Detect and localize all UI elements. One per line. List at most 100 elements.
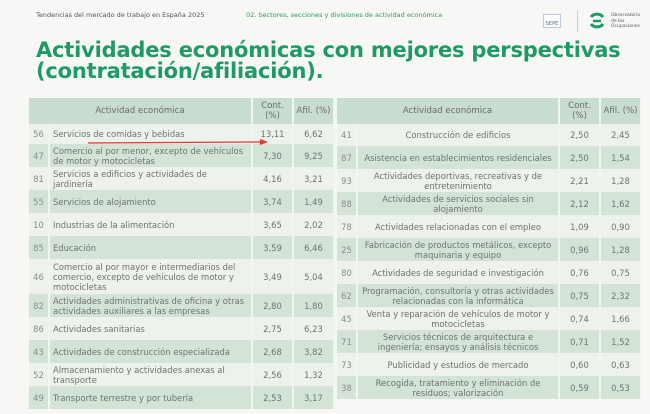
afil-value: 1,80	[293, 294, 335, 317]
activity-name: Comercio al por menor, excepto de vehícu…	[49, 144, 253, 167]
afil-value: 2,32	[600, 284, 642, 307]
table-row: 86 Actividades sanitarias 2,75 6,23	[29, 317, 335, 340]
activity-code: 78	[337, 215, 358, 238]
afil-value: 3,82	[293, 340, 335, 363]
afil-value: 1,49	[293, 190, 335, 213]
activity-code: 80	[337, 261, 358, 284]
table-row: 38 Recogida, tratamiento y eliminación de…	[337, 376, 642, 399]
activity-name: Construcción de edificios	[357, 124, 560, 146]
activity-code: 87	[337, 146, 358, 169]
activity-code: 41	[337, 124, 358, 146]
activity-name: Publicidad y estudios de mercado	[357, 353, 560, 376]
table-row: 49 Transporte terrestre y por tubería 2,53…	[29, 386, 335, 409]
cont-value: 4,16	[252, 167, 294, 190]
cont-value: 0,71	[559, 330, 601, 353]
activity-code: 86	[29, 317, 50, 340]
activity-code: 55	[29, 190, 50, 213]
table-row: 10 Industrias de la alimentación 3,65 2,02	[29, 213, 335, 236]
afil-header: Afil. (%)	[600, 98, 642, 124]
table-row: 78 Actividades relacionadas con el empleo…	[337, 215, 642, 238]
activity-name: Actividades deportivas, recreativas y de…	[357, 169, 560, 192]
afil-value: 5,04	[293, 259, 335, 294]
observatorio-logo-text: Observatorio de las Ocupaciones	[611, 13, 641, 29]
cont-value: 3,59	[252, 236, 294, 259]
afil-value: 1,28	[600, 238, 642, 261]
afil-value: 6,46	[293, 236, 335, 259]
cont-header: Cont. (%)	[559, 98, 601, 124]
cont-value: 2,50	[559, 146, 601, 169]
table-row: 41 Construcción de edificios 2,50 2,45	[337, 124, 642, 146]
table-row: 81 Servicios a edificios y actividades de…	[29, 167, 335, 190]
activity-name: Servicios técnicos de arquitectura e ing…	[357, 330, 560, 353]
activity-code: 71	[337, 330, 358, 353]
activity-code: 10	[29, 213, 50, 236]
table-row: 82 Actividades administrativas de oficina…	[29, 294, 335, 317]
activity-code: 81	[29, 167, 50, 190]
activity-name: Actividades de construcción especializad…	[49, 340, 253, 363]
cont-header: Cont. (%)	[252, 98, 294, 124]
table-row: 62 Programación, consultoría y otras acti…	[337, 284, 642, 307]
table-row: 56 Servicios de comidas y bebidas 13,11 6,6…	[29, 124, 335, 144]
page-title: Actividades económicas con mejores persp…	[36, 38, 621, 83]
activity-code: 73	[337, 353, 358, 376]
table-row: 45 Venta y reparación de vehículos de mot…	[337, 307, 642, 330]
activity-name: Transporte terrestre y por tubería	[49, 386, 253, 409]
activity-code: 46	[29, 259, 50, 294]
activity-name: Servicios a edificios y actividades de j…	[49, 167, 253, 190]
activity-code: 62	[337, 284, 358, 307]
cont-value: 3,49	[252, 259, 294, 294]
table-row: 46 Comercio al por mayor e intermediarios…	[29, 259, 335, 294]
afil-value: 2,02	[293, 213, 335, 236]
table-row: 52 Almacenamiento y actividades anexas al…	[29, 363, 335, 386]
afil-value: 9,25	[293, 144, 335, 167]
cont-value: 0,96	[559, 238, 601, 261]
table-row: 93 Actividades deportivas, recreativas y …	[337, 169, 642, 192]
activity-code: 85	[29, 236, 50, 259]
cont-value: 13,11	[252, 124, 294, 144]
afil-value: 0,63	[600, 353, 642, 376]
afil-header: Afil. (%)	[293, 98, 335, 124]
activity-name: Servicios de comidas y bebidas	[49, 124, 253, 144]
table-row: 47 Comercio al por menor, excepto de vehí…	[29, 144, 335, 167]
table-row: 55 Servicios de alojamiento 3,74 1,49	[29, 190, 335, 213]
activity-code: 25	[337, 238, 358, 261]
afil-value: 1,66	[600, 307, 642, 330]
report-title: Tendencias del mercado de trabajo en Esp…	[36, 11, 205, 19]
activity-name: Asistencia en establecimientos residenci…	[357, 146, 560, 169]
afil-value: 1,28	[600, 169, 642, 192]
activity-code: 93	[337, 169, 358, 192]
activity-name: Educación	[49, 236, 253, 259]
afil-value: 1,52	[600, 330, 642, 353]
activities-table-right: Actividad económica Cont. (%) Afil. (%) …	[337, 98, 642, 399]
cont-value: 1,09	[559, 215, 601, 238]
activity-code: 82	[29, 294, 50, 317]
table-row: 85 Educación 3,59 6,46	[29, 236, 335, 259]
activity-header: Actividad económica	[337, 98, 560, 124]
cont-value: 0,60	[559, 353, 601, 376]
activity-code: 52	[29, 363, 50, 386]
cont-value: 0,75	[559, 284, 601, 307]
cont-value: 2,53	[252, 386, 294, 409]
activity-name: Actividades relacionadas con el empleo	[357, 215, 560, 238]
afil-value: 6,23	[293, 317, 335, 340]
activity-name: Servicios de alojamiento	[49, 190, 253, 213]
afil-value: 3,17	[293, 386, 335, 409]
afil-value: 1,32	[293, 363, 335, 386]
cont-value: 2,75	[252, 317, 294, 340]
cont-value: 0,74	[559, 307, 601, 330]
sepe-logo: SEPE	[543, 14, 561, 28]
afil-value: 2,45	[600, 124, 642, 146]
cont-value: 3,65	[252, 213, 294, 236]
cont-value: 2,80	[252, 294, 294, 317]
activity-code: 56	[29, 124, 50, 144]
activity-name: Actividades sanitarias	[49, 317, 253, 340]
activity-name: Recogida, tratamiento y eliminación de r…	[357, 376, 560, 399]
activity-code: 88	[337, 192, 358, 215]
activity-name: Venta y reparación de vehículos de motor…	[357, 307, 560, 330]
cont-value: 0,59	[559, 376, 601, 399]
activity-code: 43	[29, 340, 50, 363]
activity-name: Actividades administrativas de oficina y…	[49, 294, 253, 317]
table-row: 80 Actividades de seguridad e investigaci…	[337, 261, 642, 284]
table-row: 25 Fabricación de productos metálicos, ex…	[337, 238, 642, 261]
cont-value: 0,76	[559, 261, 601, 284]
